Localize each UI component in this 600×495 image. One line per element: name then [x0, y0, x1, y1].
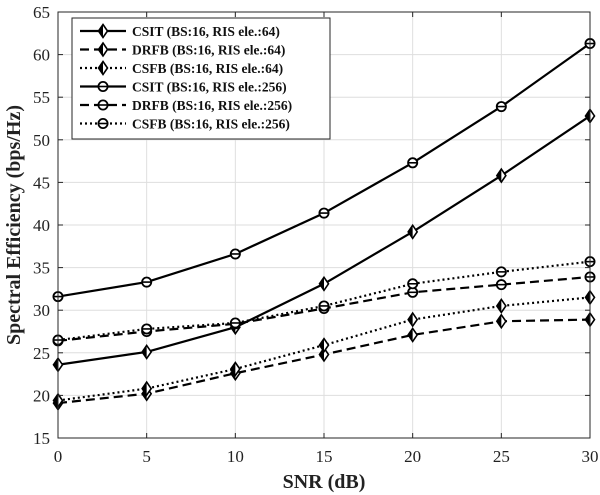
x-tick-label: 0 [54, 447, 63, 466]
data-point [495, 101, 507, 113]
series-1 [52, 108, 596, 373]
data-point [407, 278, 419, 290]
legend-box [71, 17, 331, 140]
legend-label: CSFB (BS:16, RIS ele.:64) [132, 61, 283, 76]
data-point [407, 327, 419, 343]
y-tick-label: 45 [33, 173, 50, 192]
data-point [141, 344, 153, 360]
legend-label: DRFB (BS:16, RIS ele.:256) [132, 98, 292, 113]
x-tick-label: 30 [582, 447, 599, 466]
x-tick-label: 25 [493, 447, 510, 466]
legend-label: CSIT (BS:16, RIS ele.:64) [132, 24, 280, 39]
data-point [407, 157, 419, 169]
y-tick-label: 20 [33, 386, 50, 405]
data-point [495, 266, 507, 278]
data-point [141, 276, 153, 288]
x-tick-label: 20 [404, 447, 421, 466]
y-tick-label: 50 [33, 131, 50, 150]
x-tick-label: 5 [142, 447, 151, 466]
y-tick-label: 15 [33, 429, 50, 448]
y-tick-label: 60 [33, 46, 50, 65]
data-point [141, 380, 153, 397]
x-tick-label: 15 [316, 447, 333, 466]
series-6 [52, 256, 596, 346]
data-point [318, 337, 330, 354]
legend-entry: CSFB (BS:16, RIS ele.:256) [80, 117, 290, 132]
y-tick-label: 55 [33, 88, 50, 107]
legend-entry: DRFB (BS:16, RIS ele.:64) [80, 41, 285, 58]
x-tick-label: 10 [227, 447, 244, 466]
legend-marker [97, 118, 109, 130]
legend-entry: CSIT (BS:16, RIS ele.:64) [80, 23, 280, 39]
data-point [318, 207, 330, 219]
data-point [407, 223, 419, 240]
legend-marker [97, 41, 109, 58]
data-point [229, 317, 241, 329]
legend-label: CSFB (BS:16, RIS ele.:256) [132, 117, 290, 132]
legend-entry: DRFB (BS:16, RIS ele.:256) [80, 98, 292, 113]
legend-marker [97, 23, 109, 39]
legend-marker [97, 81, 109, 93]
data-point [229, 361, 241, 377]
data-point [407, 311, 419, 328]
y-tick-label: 30 [33, 301, 50, 320]
data-point [141, 323, 153, 335]
legend-entry: CSIT (BS:16, RIS ele.:256) [80, 80, 287, 95]
legend: CSIT (BS:16, RIS ele.:64) DRFB (BS:16, RI… [71, 17, 331, 140]
data-point [229, 248, 241, 260]
ticks: 0 5 10 15 20 25 30 15 20 25 30 35 40 45 50 55 60 65 [33, 3, 599, 466]
y-axis-label: Spectral Efficiency (bps/Hz) [3, 105, 25, 345]
legend-label: CSIT (BS:16, RIS ele.:256) [132, 80, 287, 95]
x-axis-label: SNR (dB) [283, 471, 366, 493]
data-point [495, 167, 507, 184]
y-tick-label: 35 [33, 259, 50, 278]
legend-entry: CSFB (BS:16, RIS ele.:64) [80, 60, 283, 76]
data-point [318, 300, 330, 312]
y-tick-label: 65 [33, 3, 50, 22]
series-4 [52, 38, 596, 303]
legend-marker [97, 99, 109, 111]
data-point [495, 279, 507, 291]
y-tick-label: 40 [33, 216, 50, 235]
data-point [495, 298, 507, 314]
legend-marker [97, 60, 109, 76]
y-tick-label: 25 [33, 344, 50, 363]
legend-label: DRFB (BS:16, RIS ele.:64) [132, 43, 285, 58]
data-point [318, 275, 330, 292]
data-point [495, 313, 507, 330]
